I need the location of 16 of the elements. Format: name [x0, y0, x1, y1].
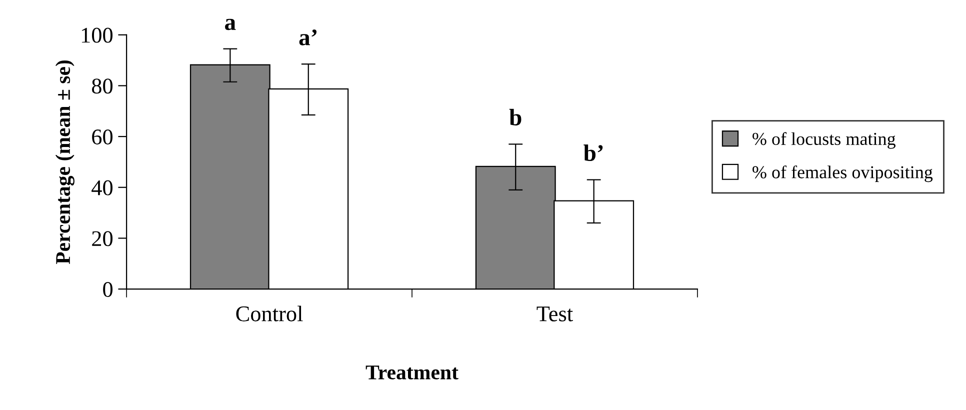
y-axis-title: Percentage (mean ± se) — [55, 60, 74, 264]
legend-label: % of locusts mating — [752, 132, 896, 149]
y-tick-label: 80 — [92, 78, 113, 94]
y-tick-label: 60 — [92, 129, 113, 144]
y-tick-label: 40 — [92, 180, 113, 196]
annotation: b — [509, 108, 522, 126]
legend-label: % of females ovipositing — [752, 165, 933, 182]
y-tick-label: 0 — [103, 282, 113, 297]
y-tick-label: 20 — [92, 231, 113, 246]
x-tick-label: Control — [236, 306, 303, 322]
x-tick-label: Test — [536, 306, 573, 322]
text: a — [225, 18, 236, 30]
annotation: a’ — [299, 29, 317, 46]
x-axis-title: Treatment — [366, 366, 458, 380]
annotation: b’ — [584, 144, 603, 162]
y-tick-label: 100 — [82, 28, 113, 43]
